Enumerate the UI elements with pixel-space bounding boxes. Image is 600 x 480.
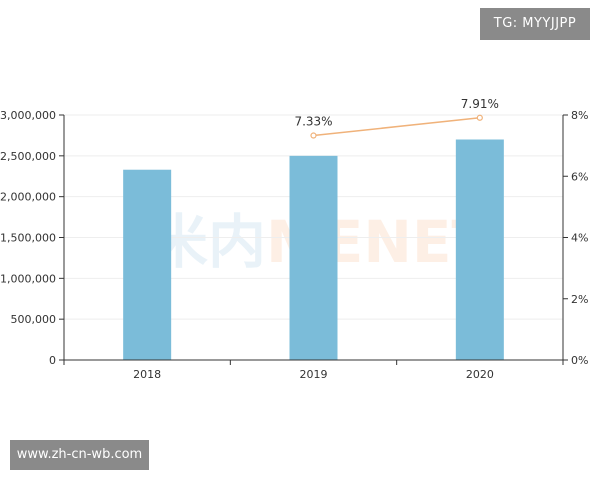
footer-url: www.zh-cn-wb.com [10, 440, 149, 470]
y-right-tick-label: 6% [571, 170, 588, 183]
data-label: 7.91% [461, 97, 499, 111]
y-right-tick-label: 8% [571, 109, 588, 122]
y-left-tick-label: 1,000,000 [0, 272, 56, 285]
y-axis-right-ticks: 0% 2% 4% 6% 8% [563, 109, 588, 367]
y-left-tick-label: 2,500,000 [0, 150, 56, 163]
line-path [313, 117, 480, 137]
y-left-tick-label: 3,000,000 [0, 109, 56, 122]
bar [455, 139, 504, 360]
y-left-tick-label: 2,000,000 [0, 191, 56, 204]
line-point [476, 114, 483, 121]
bar [289, 155, 338, 360]
line-series: 7.33% 7.91% [294, 97, 499, 139]
y-right-tick-label: 0% [571, 354, 588, 367]
y-left-tick-label: 500,000 [11, 313, 57, 326]
y-right-tick-label: 4% [571, 232, 588, 245]
y-left-tick-label: 0 [49, 354, 56, 367]
bar-series [123, 139, 504, 360]
bar [123, 169, 172, 360]
data-label: 7.33% [294, 115, 332, 129]
x-axis-ticks: 2018 2019 2020 [63, 360, 564, 381]
x-tick-label: 2020 [466, 368, 494, 381]
y-left-tick-label: 1,500,000 [0, 232, 56, 245]
line-point [310, 132, 317, 139]
x-tick-label: 2018 [133, 368, 161, 381]
x-tick-label: 2019 [300, 368, 328, 381]
y-right-tick-label: 2% [571, 293, 588, 306]
y-axis-left-ticks: 0 500,000 1,000,000 1,500,000 2,000,000 2,500… [0, 109, 64, 367]
watermark-tag: TG: MYYJJPP [480, 8, 590, 40]
